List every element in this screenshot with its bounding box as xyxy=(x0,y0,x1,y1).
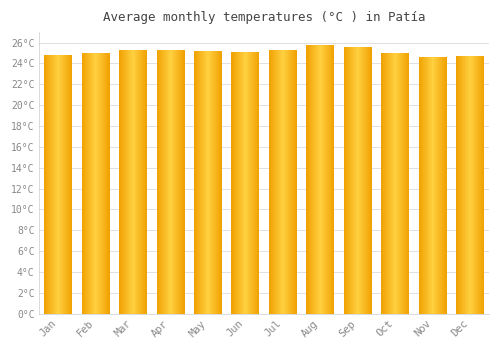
Title: Average monthly temperatures (°C ) in Patía: Average monthly temperatures (°C ) in Pa… xyxy=(103,11,426,24)
